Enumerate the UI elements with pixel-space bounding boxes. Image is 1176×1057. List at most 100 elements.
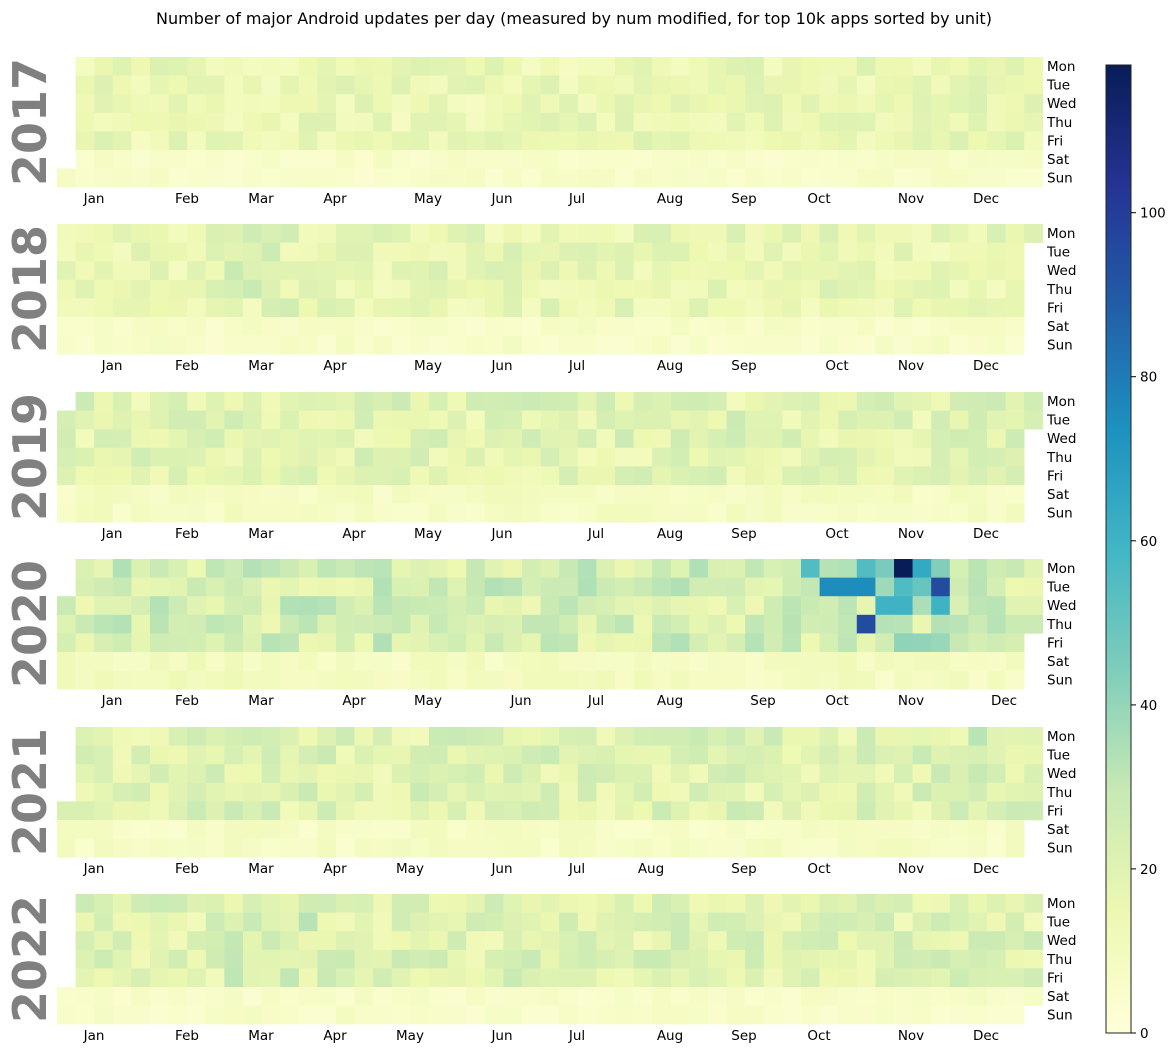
heatmap-cell [168,820,188,839]
heatmap-cell [838,94,858,114]
heatmap-cell [522,577,541,597]
heatmap-cell [968,447,988,467]
heatmap-cell [596,838,616,858]
heatmap-cell [856,912,876,932]
heatmap-cell [838,782,858,802]
heatmap-cell [373,949,393,969]
heatmap-cell [336,838,355,858]
heatmap-cell [336,931,355,951]
heatmap-cell [708,801,727,821]
colorbar-tick-label: 20 [1140,862,1157,878]
heatmap-cell [801,745,820,765]
heatmap-cell [168,894,188,913]
heatmap-cell [763,279,783,299]
heatmap-cell [912,429,932,449]
heatmap-cell [131,150,151,169]
heatmap-cell [968,838,988,858]
heatmap-cell [112,633,132,653]
heatmap-cell [205,596,225,616]
heatmap-cell [782,150,802,169]
heatmap-cell [968,75,988,95]
heatmap-cell [1024,596,1044,616]
heatmap-cell [187,168,207,188]
heatmap-cell [633,279,653,299]
heatmap-cell [838,596,858,616]
heatmap-cell [131,242,151,262]
heatmap-cell [838,931,858,951]
month-tick-label: Oct [825,358,848,374]
heatmap-cell [856,410,876,430]
heatmap-cell [522,224,541,243]
heatmap-cell [1024,912,1044,932]
heatmap-cell [131,75,151,95]
heatmap-cell [354,503,374,523]
heatmap-cell [131,410,151,430]
heatmap-cell [577,1005,597,1025]
heatmap-cell [280,335,300,355]
heatmap-cell [763,298,783,318]
heatmap-cell [633,912,653,932]
heatmap-cell [875,949,895,969]
heatmap-cell [112,131,132,151]
heatmap-cell [838,614,858,634]
heatmap-cell [373,820,393,839]
heatmap-cell [261,392,281,411]
heatmap-cell [205,838,225,858]
heatmap-cell [503,168,523,188]
heatmap-cell [615,392,634,411]
heatmap-cell [1005,410,1025,430]
heatmap-cell [205,392,225,411]
colorbar-tick-label: 40 [1140,698,1157,714]
heatmap-cell [856,801,876,821]
heatmap-cell [57,652,76,671]
heatmap-cell [391,614,411,634]
heatmap-cell [243,485,262,504]
heatmap-cell [205,335,225,355]
heatmap-cell [726,94,746,114]
heatmap-cell [484,94,504,114]
heatmap-cell [726,279,746,299]
heatmap-cell [726,764,746,784]
heatmap-cell [875,912,895,932]
heatmap-cell [968,577,988,597]
heatmap-cell [652,131,672,151]
heatmap-cell [745,820,765,839]
heatmap-cell [298,838,318,858]
heatmap-cell [596,745,616,765]
heatmap-cell [540,745,560,765]
month-tick-label: May [414,358,442,374]
heatmap-cell [131,596,151,616]
heatmap-cell [57,242,76,262]
heatmap-cell [280,764,300,784]
heatmap-cell [949,131,969,151]
heatmap-cell [1005,57,1025,76]
heatmap-cell [856,745,876,765]
heatmap-cell [261,745,281,765]
heatmap-cell [745,75,765,95]
heatmap-cell [75,782,95,802]
heatmap-cell [931,559,951,578]
heatmap-cell [894,987,913,1006]
heatmap-cell [987,949,1006,969]
heatmap-cell [987,745,1006,765]
heatmap-cell [968,168,988,188]
heatmap-cell [708,466,727,486]
heatmap-cell [819,447,839,467]
heatmap-cell [261,652,281,671]
heatmap-cell [987,131,1006,151]
heatmap-cell [819,633,839,653]
heatmap-cell [801,317,820,336]
heatmap-cell [670,652,690,671]
heatmap-cell [484,317,504,336]
heatmap-cell [726,727,746,746]
heatmap-cell [968,596,988,616]
heatmap-cell [689,577,709,597]
heatmap-cell [801,131,820,151]
heatmap-cell [745,466,765,486]
heatmap-cell [94,168,114,188]
heatmap-cell [522,949,541,969]
heatmap-cell [168,801,188,821]
heatmap-cell [987,429,1006,449]
heatmap-cell [243,298,262,318]
heatmap-cell [987,224,1006,243]
